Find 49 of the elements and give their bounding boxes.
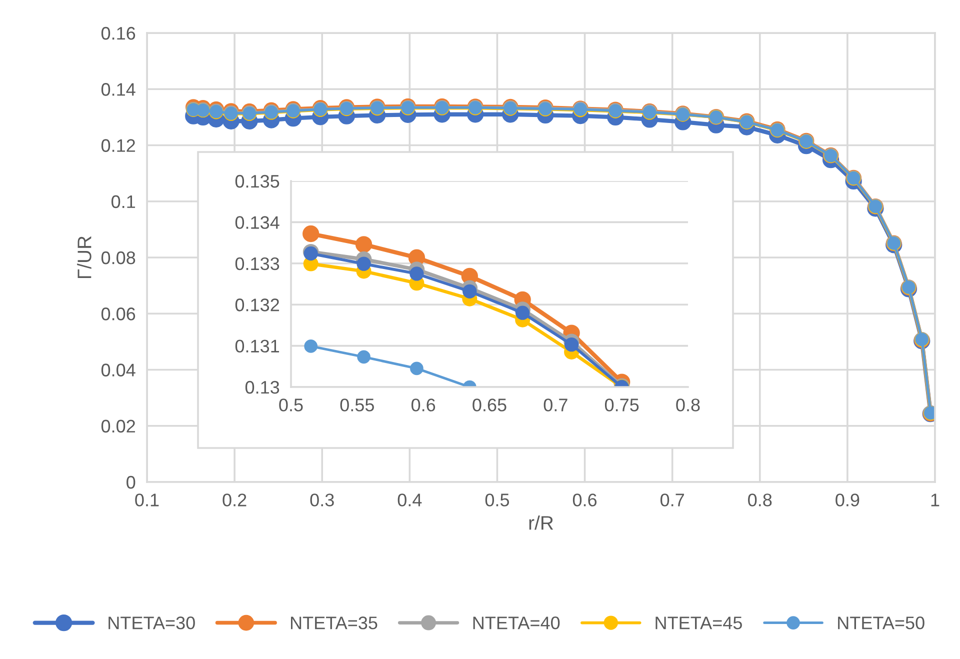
y-tick-label: 0.06 — [101, 308, 136, 320]
legend-label: NTETA=45 — [656, 616, 742, 630]
y-tick-label: 0.134 — [235, 216, 280, 229]
x-tick-label: 0.3 — [310, 494, 334, 506]
x-tick-label: 0.65 — [472, 398, 506, 412]
point — [355, 236, 372, 253]
x-tick-label: 0.7 — [544, 398, 568, 412]
legend-label: NTETA=50 — [838, 616, 924, 630]
x-tick-label: 0.2 — [222, 494, 246, 506]
x-tick-label: 0.8 — [676, 398, 700, 412]
y-tick-label: 0.04 — [101, 364, 136, 376]
point — [304, 340, 318, 353]
x-tick-label: 0.8 — [748, 494, 772, 506]
y-tick-label: 0.13 — [245, 380, 280, 394]
point — [516, 306, 530, 320]
x-axis-title: r/R — [529, 516, 554, 530]
y-tick-label: 0.16 — [101, 26, 136, 40]
point — [564, 337, 579, 352]
point — [357, 350, 370, 364]
y-tick-label: 0.02 — [101, 420, 135, 433]
point — [356, 256, 371, 271]
legend-label: NTETA=30 — [108, 616, 195, 630]
x-tick-label: 0.75 — [604, 398, 639, 412]
x-tick-label: 1 — [931, 494, 940, 506]
x-tick-label: 0.5 — [279, 398, 303, 412]
x-tick-label: 0.5 — [485, 494, 510, 506]
point — [302, 225, 320, 242]
y-tick-label: 0.12 — [101, 139, 135, 152]
point — [410, 362, 424, 376]
point — [462, 284, 477, 298]
x-tick-label: 0.6 — [572, 494, 597, 506]
y-tick-label: 0.135 — [235, 174, 280, 188]
y-tick-label: 0.14 — [101, 83, 136, 96]
y-tick-label: 0.1 — [111, 195, 136, 208]
x-tick-label: 0.6 — [411, 398, 436, 412]
x-tick-label: 0.55 — [340, 398, 374, 412]
legend-label: NTETA=40 — [473, 616, 560, 630]
point — [410, 266, 424, 281]
y-tick-label: 0.131 — [235, 340, 280, 353]
legend-label: NTETA=35 — [290, 616, 378, 630]
y-tick-label: 0.08 — [101, 251, 136, 264]
x-tick-label: 0.7 — [660, 494, 684, 506]
x-tick-label: 0.4 — [398, 494, 422, 506]
y-tick-label: 0.133 — [235, 257, 280, 270]
x-tick-label: 0.1 — [135, 494, 159, 506]
y-tick-label: 0 — [126, 476, 136, 489]
y-axis-title: Γ/UR — [77, 236, 92, 278]
y-tick-label: 0.132 — [235, 298, 279, 312]
x-tick-label: 0.9 — [836, 494, 860, 506]
